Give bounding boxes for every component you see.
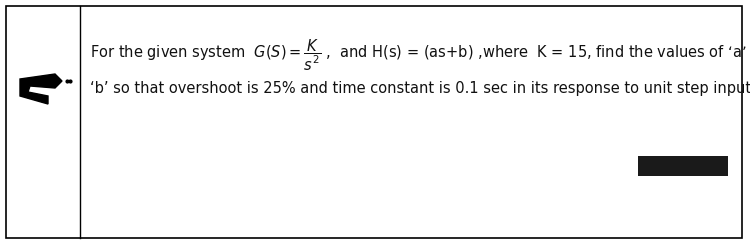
Polygon shape <box>20 74 62 104</box>
Text: ‘b’ so that overshoot is 25% and time constant is 0.1 sec in its response to uni: ‘b’ so that overshoot is 25% and time co… <box>90 81 750 96</box>
Text: For the given system  $G(S) = \dfrac{K}{s^2}$ ,  and H(s) = (as+b) ,where  K = 1: For the given system $G(S) = \dfrac{K}{s… <box>90 37 750 73</box>
Bar <box>638 156 728 176</box>
